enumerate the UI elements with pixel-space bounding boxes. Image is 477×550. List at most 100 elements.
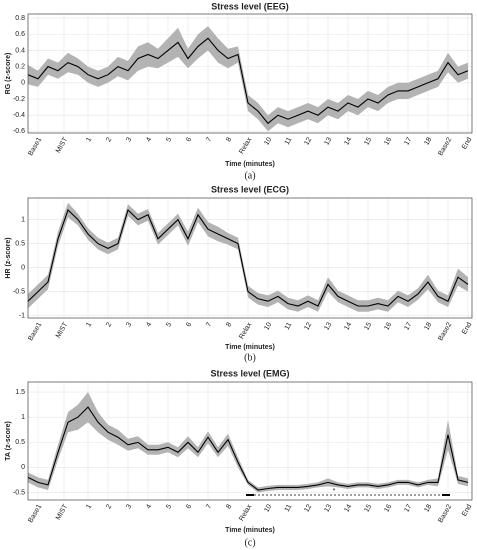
x-tick-label: Base2	[437, 136, 453, 157]
y-tick-label: 0	[21, 264, 25, 271]
x-tick-label: MIST	[55, 321, 70, 340]
x-tick-label: Relax	[238, 503, 253, 522]
x-tick-label: 8	[225, 503, 233, 510]
x-axis-label: Time (minutes)	[225, 344, 275, 351]
plot-frame	[27, 13, 473, 134]
x-tick-label: 5	[165, 503, 173, 510]
y-tick-label: 0.6	[15, 31, 25, 38]
x-tick-label: MIST	[55, 136, 70, 155]
x-tick-label: 1	[85, 136, 93, 143]
x-tick-label: 7	[205, 136, 213, 143]
x-tick-label: 7	[205, 321, 213, 328]
plot-frame	[27, 197, 473, 319]
x-tick-label: Base1	[27, 503, 43, 524]
x-tick-label: 2	[105, 321, 113, 328]
y-tick-label: 0.5	[15, 240, 25, 247]
x-tick-label: 4	[145, 321, 153, 328]
y-tick-label: 0	[21, 464, 25, 471]
y-tick-label: 1.5	[15, 389, 25, 396]
x-tick-label: 14	[343, 136, 353, 146]
chart-title: Stress level (EMG)	[210, 368, 289, 378]
x-tick-label: End	[461, 136, 473, 150]
y-axis-label: TA (z-score)	[5, 421, 12, 461]
x-tick-label: 14	[343, 503, 353, 513]
x-tick-label: 1	[85, 503, 93, 510]
x-tick-label: Relax	[238, 321, 253, 340]
x-tick-label: 5	[165, 321, 173, 328]
x-tick-label: End	[461, 503, 473, 517]
y-axis-label: HR (z-score)	[5, 237, 12, 278]
x-tick-label: 18	[423, 321, 433, 331]
y-tick-label: 0.8	[15, 15, 25, 22]
line	[27, 208, 469, 307]
x-tick-label: End	[461, 321, 473, 335]
line	[27, 406, 469, 491]
x-tick-label: 4	[145, 136, 153, 143]
y-tick-label: -0.4	[13, 112, 25, 119]
x-tick-label: 11	[284, 321, 294, 331]
caption: (b)	[244, 352, 256, 363]
x-tick-label: 16	[383, 136, 393, 146]
x-tick-label: 13	[323, 503, 333, 513]
x-tick-label: Base2	[437, 321, 453, 342]
x-tick-label: Base1	[27, 136, 43, 157]
caption: (a)	[244, 170, 255, 181]
x-tick-label: 3	[125, 321, 133, 328]
x-tick-label: 12	[303, 321, 313, 331]
x-tick-label: Base1	[27, 321, 43, 342]
x-tick-label: 1	[85, 321, 93, 328]
y-tick-label: -1	[19, 312, 25, 319]
x-tick-label: 15	[363, 503, 373, 513]
x-tick-label: 6	[185, 503, 193, 510]
line	[27, 37, 469, 125]
x-tick-label: 13	[323, 136, 333, 146]
x-tick-label: MIST	[55, 503, 70, 522]
x-tick-label: 4	[145, 503, 153, 510]
x-tick-label: 6	[185, 321, 193, 328]
x-tick-label: 10	[263, 503, 273, 513]
x-tick-label: 16	[383, 321, 393, 331]
chart-title: Stress level (ECG)	[211, 184, 289, 194]
error-band	[28, 26, 468, 132]
error-band	[28, 392, 468, 493]
x-tick-label: 17	[403, 136, 413, 146]
x-axis-label: Time (minutes)	[225, 527, 275, 534]
x-tick-label: 13	[323, 321, 333, 331]
y-tick-label: 1	[21, 216, 25, 223]
x-tick-label: 18	[423, 503, 433, 513]
x-tick-label: 5	[165, 136, 173, 143]
y-tick-label: -0.6	[13, 128, 25, 135]
plot-frame	[27, 381, 473, 501]
x-tick-label: 8	[225, 136, 233, 143]
x-tick-label: 3	[125, 503, 133, 510]
x-axis-label: Time (minutes)	[225, 161, 275, 168]
x-tick-label: 17	[403, 503, 413, 513]
y-tick-label: 0.5	[15, 439, 25, 446]
x-tick-label: Relax	[238, 136, 253, 155]
x-tick-label: 2	[105, 503, 113, 510]
chart-title: Stress level (EEG)	[211, 1, 289, 11]
x-tick-label: 12	[303, 503, 313, 513]
x-tick-label: 14	[343, 321, 353, 331]
x-tick-label: 18	[423, 136, 433, 146]
y-tick-label: 0.4	[15, 47, 25, 54]
x-tick-label: 16	[383, 503, 393, 513]
x-tick-label: 17	[403, 321, 413, 331]
x-tick-label: 6	[185, 136, 193, 143]
x-tick-label: 10	[263, 136, 273, 146]
x-tick-label: 15	[363, 136, 373, 146]
x-tick-label: 11	[284, 136, 294, 146]
y-tick-label: -0.5	[13, 288, 25, 295]
y-axis-label: RG (z-score)	[5, 53, 12, 95]
x-tick-label: 8	[225, 321, 233, 328]
x-tick-label: 10	[263, 321, 273, 331]
y-tick-label: -0.5	[13, 489, 25, 496]
y-tick-label: -0.2	[13, 96, 25, 103]
caption: (c)	[244, 537, 255, 548]
y-tick-label: 0	[21, 80, 25, 87]
x-tick-label: 11	[284, 503, 294, 513]
x-tick-label: 15	[363, 321, 373, 331]
x-tick-label: 7	[205, 503, 213, 510]
x-tick-label: 3	[125, 136, 133, 143]
x-tick-label: 2	[105, 136, 113, 143]
